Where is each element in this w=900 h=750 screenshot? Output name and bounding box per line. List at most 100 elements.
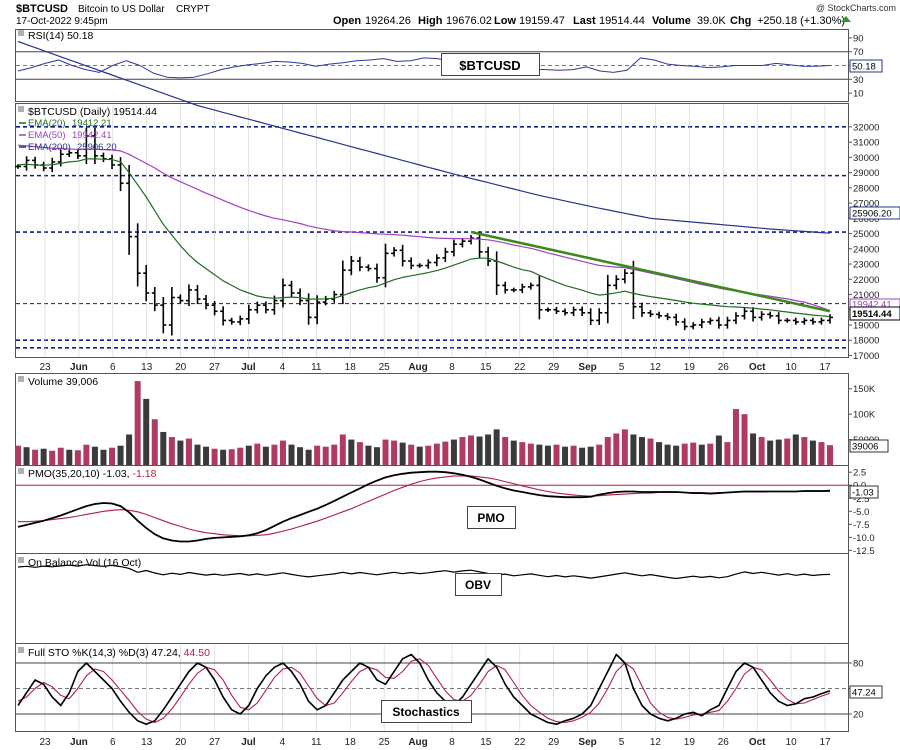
ema200-value-tag	[849, 206, 900, 220]
volume-bar	[758, 437, 765, 465]
volume-bar	[262, 446, 269, 465]
price-bar	[185, 284, 192, 307]
volume-bar	[109, 447, 116, 465]
volume-bar	[715, 435, 722, 465]
x-tick-label: 20	[175, 737, 187, 748]
x-tick-label: 15	[480, 362, 492, 373]
price-bar	[211, 301, 218, 316]
price-bar	[254, 301, 261, 314]
volume-bar	[365, 445, 372, 465]
price-bar	[288, 280, 295, 298]
price-bar	[391, 247, 398, 257]
volume-bar	[331, 444, 338, 465]
price-y-tick-label: 28000	[853, 183, 879, 194]
value-tags: 50.18 25906.20 19942.41 19514.44 39006 -…	[849, 59, 900, 699]
price-bar	[66, 150, 73, 158]
volume-bar	[801, 437, 808, 465]
volume-bar	[339, 434, 346, 465]
price-bar	[151, 287, 158, 312]
rsi-title-swatch	[18, 30, 24, 36]
header-name: Bitcoin to US Dollar	[78, 4, 165, 15]
x-tick-label: 23	[39, 737, 51, 748]
sto-title-label: Full STO %K(14,3) %D(3)	[28, 647, 149, 659]
x-tick-label: 27	[209, 737, 221, 748]
ema20-line	[17, 158, 831, 318]
header-datetime: 17-Oct-2022 9:45pm	[16, 16, 108, 27]
x-tick-label: 17	[819, 737, 831, 748]
x-tick-label: Jun	[70, 737, 88, 748]
panel-frames	[15, 29, 849, 732]
volume-bar	[792, 434, 799, 465]
header-open-label: Open	[333, 15, 361, 27]
sto-title: Full STO %K(14,3) %D(3) 47.24, 44.50	[28, 647, 210, 659]
price-bar	[562, 308, 569, 316]
price-bar	[638, 302, 645, 317]
sto-title-k: 47.24	[152, 647, 178, 659]
header-chg-label: Chg	[730, 15, 751, 27]
x-tick-label: 19	[684, 737, 696, 748]
x-tick-label: Jul	[241, 362, 256, 373]
volume-bar	[297, 447, 304, 465]
obv-annotation-box	[455, 573, 502, 596]
x-tick-label: Oct	[749, 737, 766, 748]
volume-bar	[459, 437, 466, 465]
pmo-title: PMO(35,20,10) -1.03, -1.18	[28, 468, 157, 480]
price-bar	[134, 223, 141, 287]
price-bar	[485, 246, 492, 267]
price-bar	[767, 311, 774, 319]
volume-bar	[809, 440, 816, 465]
volume-bar	[544, 445, 551, 465]
header-volume-label: Volume	[652, 15, 691, 27]
x-tick-label: 4	[280, 362, 286, 373]
volume-bar	[245, 445, 252, 465]
x-tick-label: 22	[514, 362, 526, 373]
ema50-legend-value: 19942.41	[72, 130, 112, 141]
ema200-legend-value: 25906.20	[77, 142, 117, 153]
volume-bar	[579, 447, 586, 465]
price-y-tick-label: 17000	[853, 351, 879, 362]
price-bar	[741, 307, 748, 320]
volume-bar	[254, 443, 261, 465]
price-bar	[83, 127, 90, 165]
volume-bar	[827, 445, 833, 465]
volume-bar	[279, 440, 286, 465]
price-bar	[168, 287, 175, 336]
x-tick-label: Sep	[578, 362, 596, 373]
price-bar	[775, 312, 782, 325]
price-bar	[809, 317, 816, 325]
price-bar	[74, 149, 81, 160]
x-tick-label: 15	[480, 737, 492, 748]
pmo-value-tag-text: -1.03	[852, 488, 874, 499]
price-bar	[160, 296, 167, 334]
volume-bar	[151, 419, 158, 465]
price-bar	[587, 308, 594, 325]
x-tick-label: 12	[650, 362, 662, 373]
volume-bar	[23, 447, 30, 465]
price-bar	[827, 314, 833, 324]
obv-title-swatch	[18, 557, 24, 563]
header-chg-value: +250.18 (+1.30%)	[757, 15, 845, 27]
price-bar	[314, 295, 321, 325]
volume-bar	[288, 444, 295, 465]
volume-bar	[83, 444, 90, 465]
pmo-y-tick-label: -2.5	[853, 494, 869, 505]
price-bar	[228, 317, 235, 325]
chart-header: $BTCUSD Bitcoin to US Dollar CRYPT 17-Oc…	[16, 3, 896, 27]
header-last-label: Last	[573, 15, 596, 27]
volume-bar	[664, 444, 671, 465]
volume-bar	[442, 441, 449, 465]
symbol-annotation-box	[441, 53, 540, 76]
volume-title-swatch	[18, 376, 24, 382]
header-high-value: 19676.02	[446, 15, 492, 27]
volume-bar	[450, 439, 457, 465]
price-value-tag	[849, 306, 900, 321]
volume-bar	[485, 434, 492, 465]
volume-bar	[647, 438, 654, 465]
price-bar	[476, 231, 483, 259]
pmo-line	[17, 470, 831, 543]
pmo-y-tick-label: -12.5	[853, 546, 875, 557]
volume-bar	[750, 433, 757, 465]
price-y-tick-label: 32000	[853, 122, 879, 133]
price-bar	[630, 260, 637, 320]
